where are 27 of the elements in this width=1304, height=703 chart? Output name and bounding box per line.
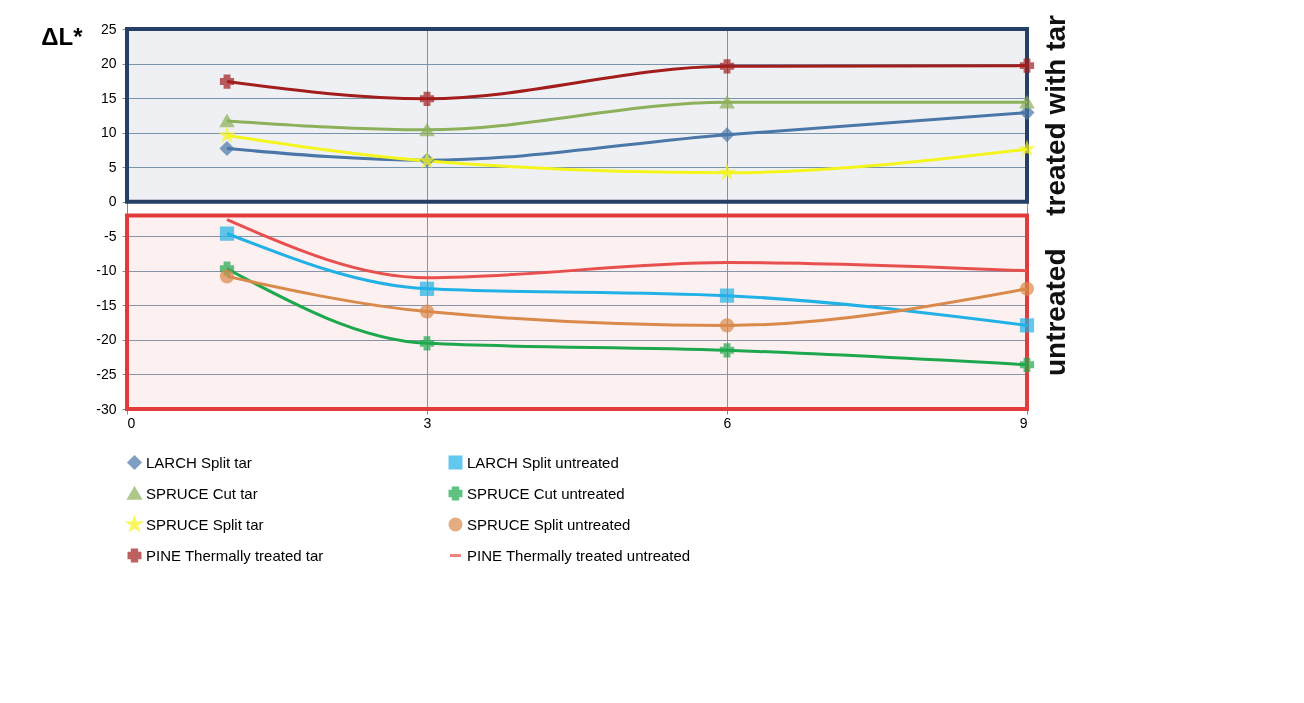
- y-axis-title: ΔL*: [41, 22, 84, 50]
- y-tick-label: -30: [96, 400, 117, 417]
- y-tick-label: 10: [100, 124, 117, 141]
- y-tick-label: 15: [100, 89, 117, 106]
- legend-label: SPRUCE Split untreated: [467, 515, 631, 533]
- y-tick-label: -5: [104, 227, 117, 244]
- legend-label: LARCH Split tar: [146, 453, 252, 471]
- y-tick-label: 20: [100, 55, 117, 72]
- legend-label: PINE Thermally treated tar: [146, 546, 324, 564]
- legend-label: SPRUCE Split tar: [146, 515, 264, 533]
- x-tick-label: 0: [127, 414, 136, 431]
- legend-label: SPRUCE Cut tar: [146, 484, 258, 502]
- x-tick-label: 3: [423, 414, 432, 431]
- y-tick-label: -20: [96, 331, 117, 348]
- y-tick-label: 25: [100, 20, 117, 37]
- legend-label: PINE Thermally treated untreated: [467, 546, 691, 564]
- band-label: treated with tar: [1040, 14, 1071, 216]
- band-label: untreated: [1040, 248, 1071, 377]
- x-tick-label: 9: [1019, 414, 1028, 431]
- y-tick-label: -25: [96, 365, 117, 382]
- y-tick-label: 0: [108, 193, 117, 210]
- y-tick-label: -10: [96, 262, 117, 279]
- legend-label: SPRUCE Cut untreated: [467, 484, 625, 502]
- y-tick-label: -15: [96, 296, 117, 313]
- legend-label: LARCH Split untreated: [467, 453, 619, 471]
- x-tick-label: 6: [723, 414, 732, 431]
- y-tick-label: 5: [108, 158, 117, 175]
